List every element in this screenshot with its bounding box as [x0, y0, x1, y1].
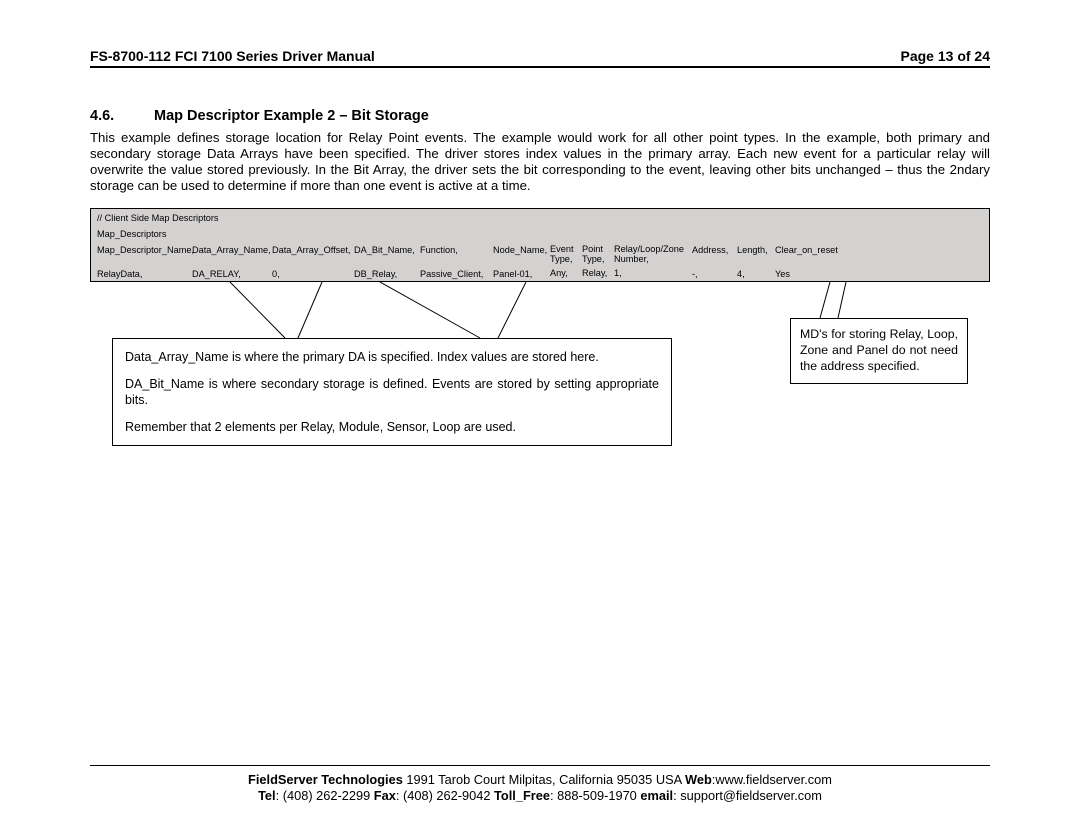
cell-cor: Yes — [775, 269, 853, 279]
col-evt: Event Type, — [550, 245, 582, 265]
cell-dabit: DB_Relay, — [354, 269, 420, 279]
col-addr: Address, — [692, 245, 737, 255]
cell-func: Passive_Client, — [420, 269, 493, 279]
footer-tel: : (408) 262-2299 — [276, 788, 374, 803]
callout-left-p1: Data_Array_Name is where the primary DA … — [125, 349, 659, 366]
doc-title: FS-8700-112 FCI 7100 Series Driver Manua… — [90, 48, 375, 64]
cell-mapdesc: RelayData, — [97, 269, 192, 279]
section-heading: 4.6. Map Descriptor Example 2 – Bit Stor… — [90, 108, 990, 124]
footer-em-label: email — [640, 788, 673, 803]
footer-web: :www.fieldserver.com — [712, 772, 832, 787]
callout-left: Data_Array_Name is where the primary DA … — [112, 338, 672, 446]
col-cor: Clear_on_reset — [775, 245, 853, 255]
callout-left-p2: DA_Bit_Name is where secondary storage i… — [125, 376, 659, 409]
cell-len: 4, — [737, 269, 775, 279]
col-rlz: Relay/Loop/Zone Number, — [614, 245, 692, 265]
footer-tf-label: Toll_Free — [494, 788, 550, 803]
cell-pt: Relay, — [582, 269, 614, 279]
footer-fax-label: Fax — [374, 788, 396, 803]
cell-daname: DA_RELAY, — [192, 269, 272, 279]
page-number: Page 13 of 24 — [901, 48, 991, 64]
cell-rlz: 1, — [614, 269, 692, 279]
callout-right: MD's for storing Relay, Loop, Zone and P… — [790, 318, 968, 384]
table-header-row: Map_Descriptor_Name, Data_Array_Name, Da… — [97, 245, 983, 265]
callout-left-p3: Remember that 2 elements per Relay, Modu… — [125, 419, 659, 436]
footer-line1: FieldServer Technologies 1991 Tarob Cour… — [0, 772, 1080, 788]
footer-company: FieldServer Technologies — [248, 772, 403, 787]
footer-divider — [90, 765, 990, 766]
section-number: 4.6. — [90, 108, 154, 124]
cell-node: Panel-01, — [493, 269, 550, 279]
col-dabit: DA_Bit_Name, — [354, 245, 420, 255]
page-header: FS-8700-112 FCI 7100 Series Driver Manua… — [90, 48, 990, 68]
col-node: Node_Name, — [493, 245, 550, 255]
footer-web-label: Web — [685, 772, 712, 787]
table-section: Map_Descriptors — [97, 229, 983, 239]
col-len: Length, — [737, 245, 775, 255]
footer-fax: : (408) 262-9042 — [396, 788, 494, 803]
cell-addr: -, — [692, 269, 737, 279]
footer-tf: : 888-509-1970 — [550, 788, 640, 803]
cell-evt: Any, — [550, 269, 582, 279]
cell-daoff: 0, — [272, 269, 354, 279]
body-paragraph: This example defines storage location fo… — [90, 130, 990, 194]
footer-line2: Tel: (408) 262-2299 Fax: (408) 262-9042 … — [0, 788, 1080, 804]
col-pt: Point Type, — [582, 245, 614, 265]
page-footer: FieldServer Technologies 1991 Tarob Cour… — [0, 765, 1080, 804]
col-func: Function, — [420, 245, 493, 255]
col-daname: Data_Array_Name, — [192, 245, 272, 255]
footer-em: : support@fieldserver.com — [673, 788, 822, 803]
col-mapdesc: Map_Descriptor_Name, — [97, 245, 192, 255]
footer-addr: 1991 Tarob Court Milpitas, California 95… — [403, 772, 685, 787]
table-comment: // Client Side Map Descriptors — [97, 213, 983, 223]
table-data-row: RelayData, DA_RELAY, 0, DB_Relay, Passiv… — [97, 269, 983, 279]
col-daoff: Data_Array_Offset, — [272, 245, 354, 255]
section-title: Map Descriptor Example 2 – Bit Storage — [154, 108, 429, 124]
callouts-area: Data_Array_Name is where the primary DA … — [90, 282, 990, 482]
footer-tel-label: Tel — [258, 788, 276, 803]
descriptor-table: // Client Side Map Descriptors Map_Descr… — [90, 208, 990, 282]
